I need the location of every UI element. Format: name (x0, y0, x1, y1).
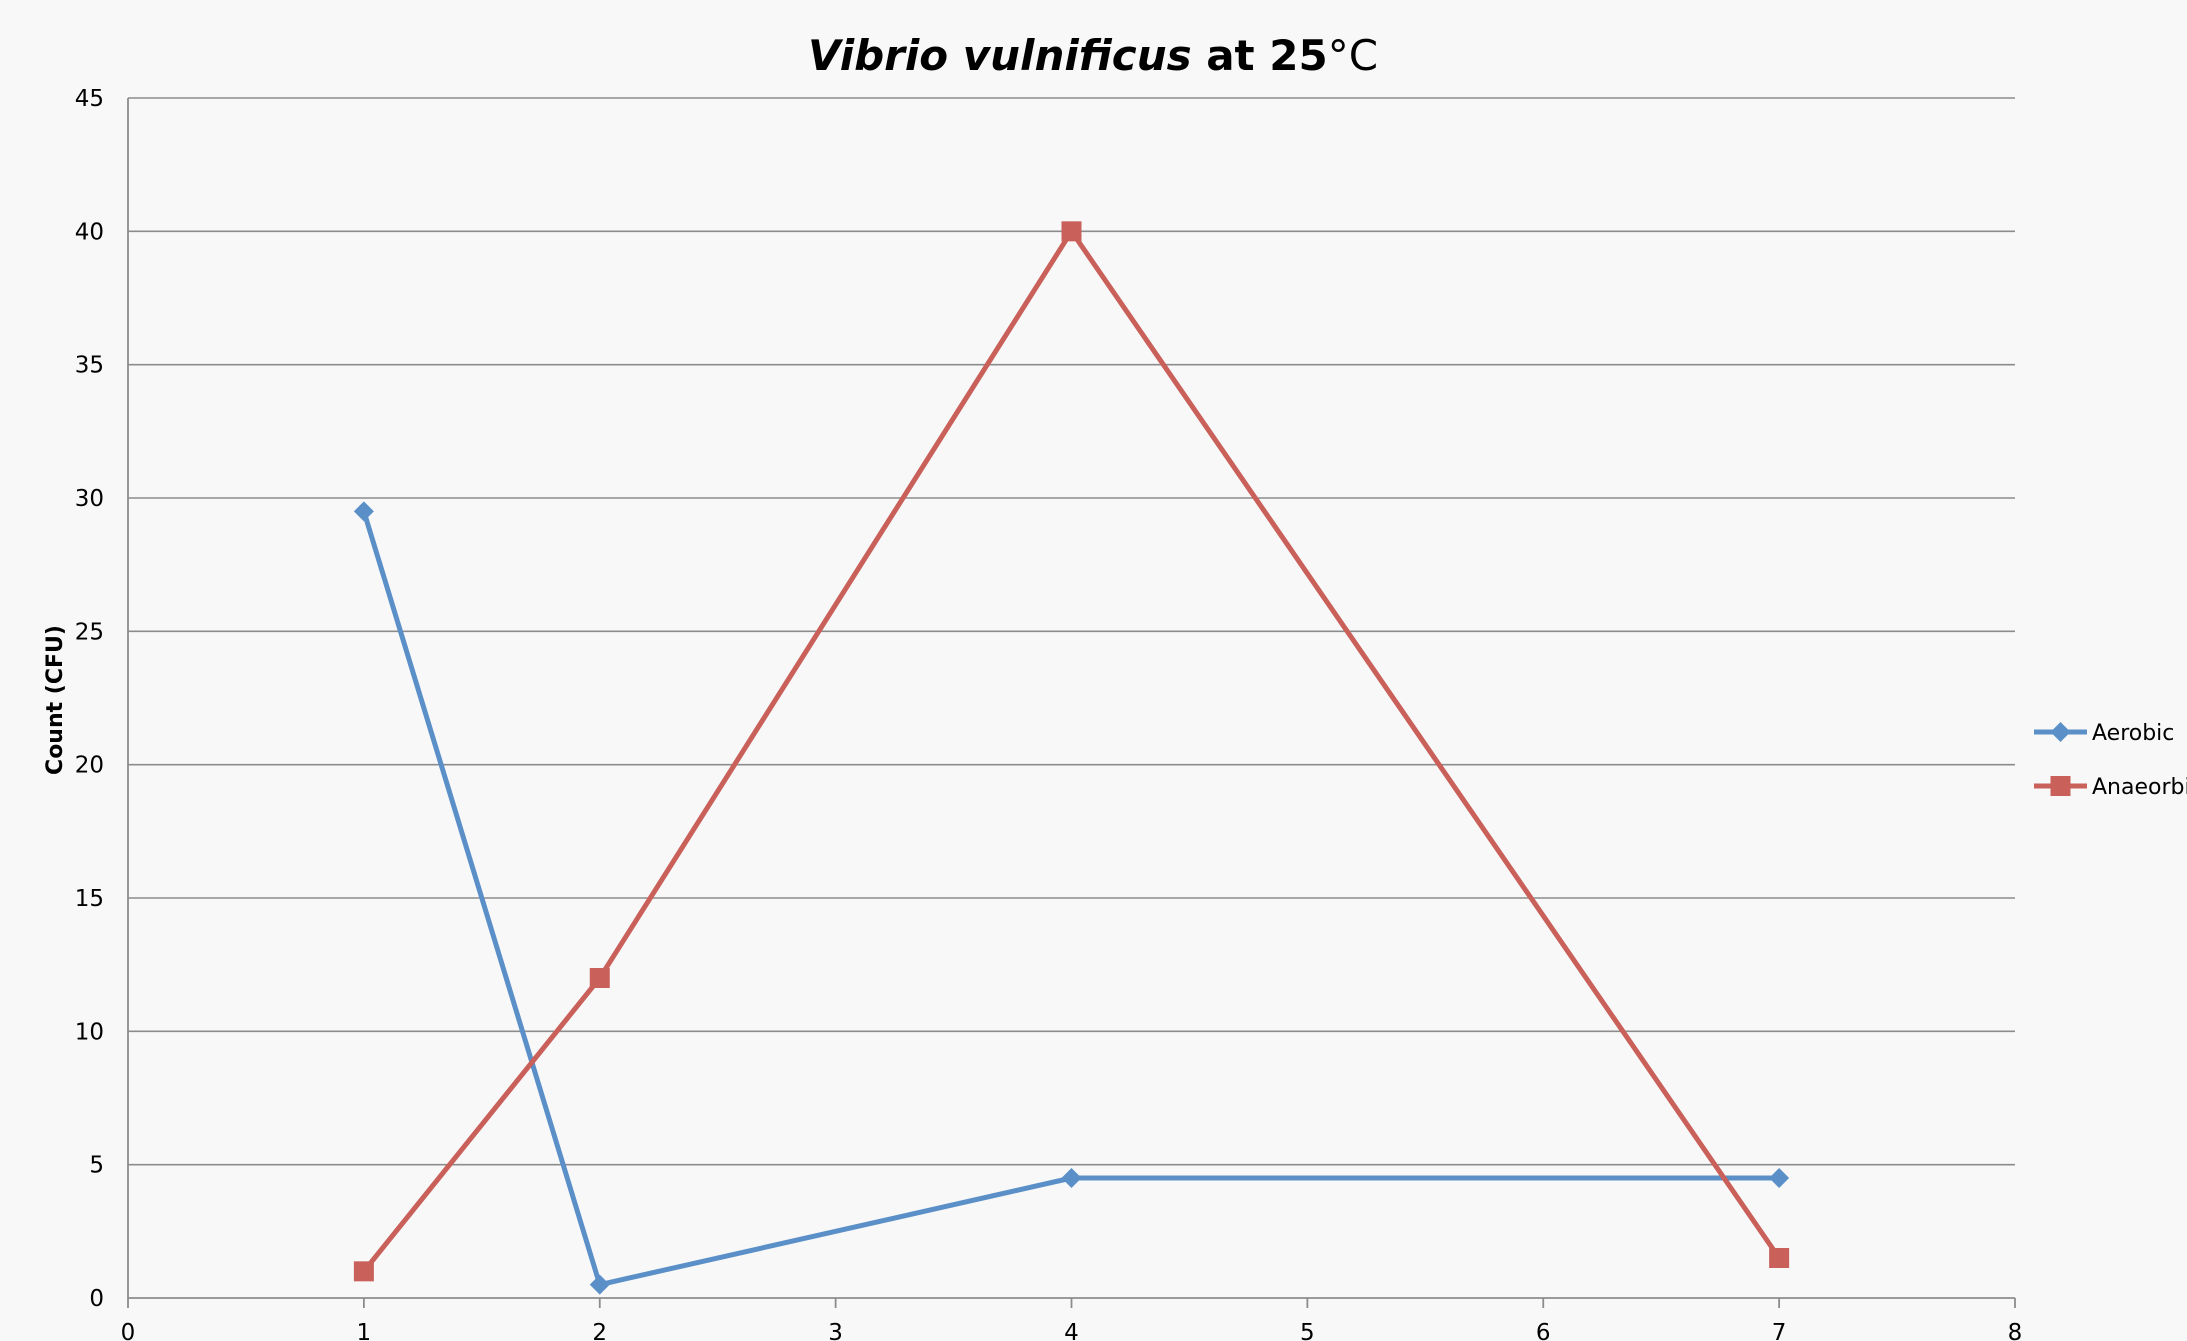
y-tick-label: 15 (75, 886, 104, 912)
data-point-aerobic (589, 1274, 610, 1295)
series (353, 221, 1790, 1295)
y-tick-labels: 0 5 10 15 20 25 30 35 40 45 (75, 86, 104, 1312)
x-tick-label: 0 (121, 1320, 136, 1341)
y-tick-label: 30 (75, 486, 104, 512)
x-tick-label: 6 (1536, 1320, 1551, 1341)
gridlines (128, 97, 2015, 1166)
x-tick-label: 2 (592, 1320, 607, 1341)
legend-label: Aerobic (2092, 721, 2174, 746)
y-tick-label: 35 (75, 353, 104, 379)
legend-marker (2050, 722, 2071, 742)
data-point-aerobic (1061, 1168, 1082, 1188)
data-point-anaeorbic (1061, 221, 1082, 242)
x-tick-label: 8 (2008, 1320, 2023, 1341)
y-tick-label: 10 (75, 1019, 104, 1045)
y-tick-label: 5 (89, 1153, 104, 1179)
data-point-aerobic (1769, 1168, 1790, 1188)
legend-marker (2050, 776, 2071, 796)
x-tick-label: 5 (1300, 1320, 1315, 1341)
x-tick-label: 7 (1772, 1320, 1787, 1341)
y-axis-title: Count (CFU) (43, 625, 68, 775)
axes (127, 98, 2016, 1308)
series-line-aerobic (361, 508, 1782, 1288)
y-tick-label: 25 (75, 619, 104, 645)
legend-label: Anaeorbic (2092, 775, 2187, 800)
data-point-anaeorbic (1769, 1248, 1790, 1268)
legend-item-aerobic: Aerobic (2034, 721, 2174, 746)
series-line-anaeorbic (361, 228, 1782, 1274)
title-organism: Vibrio vulnificus (808, 31, 1192, 80)
legend: Aerobic Anaeorbic (2034, 721, 2187, 800)
y-tick-label: 45 (75, 86, 104, 112)
chart-title: Vibrio vulnificus at 25°C (808, 31, 1378, 80)
data-point-anaeorbic (353, 1261, 374, 1282)
legend-item-anaeorbic: Anaeorbic (2034, 775, 2187, 800)
data-point-anaeorbic (589, 968, 610, 988)
x-tick-label: 4 (1064, 1320, 1079, 1341)
x-tick-label: 1 (357, 1320, 372, 1341)
y-tick-label: 20 (75, 753, 104, 779)
x-tick-label: 3 (828, 1320, 843, 1341)
title-unit: °C (1328, 31, 1378, 80)
x-tick-labels: 0 1 2 3 4 5 6 7 8 (121, 1320, 2023, 1341)
series-aerobic (353, 501, 1790, 1295)
data-point-aerobic (353, 501, 374, 522)
title-temperature: at 25 (1192, 31, 1328, 80)
series-anaeorbic (353, 221, 1790, 1282)
y-tick-label: 0 (89, 1286, 104, 1312)
y-tick-label: 40 (75, 219, 104, 245)
